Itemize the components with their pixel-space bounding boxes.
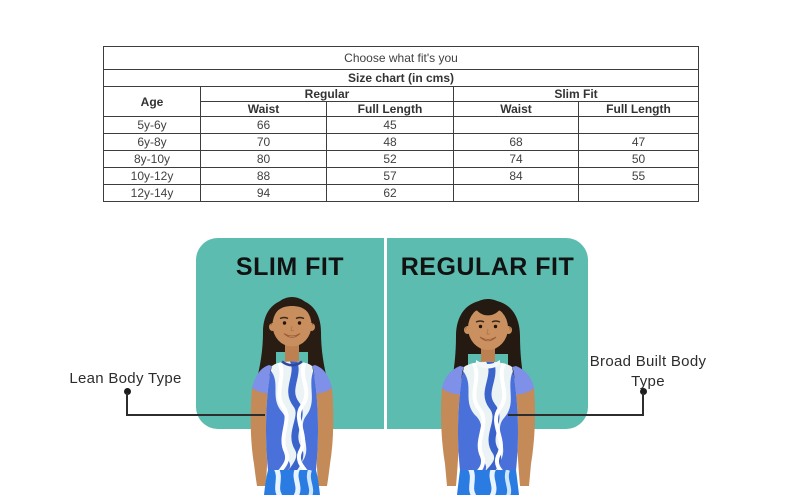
regular-length-cell: 62 (326, 184, 454, 202)
slim-length-cell (578, 116, 699, 134)
table-title: Choose what fit's you (103, 46, 699, 70)
table-group-header-row: Age Regular Slim Fit (103, 86, 699, 117)
regular-length-cell: 57 (326, 167, 454, 185)
regular-waist-cell: 94 (200, 184, 327, 202)
regular-group-header: Regular (200, 86, 454, 102)
slim-waist-cell (453, 184, 579, 202)
age-cell: 6y-8y (103, 133, 201, 151)
regular-length-cell: 48 (326, 133, 454, 151)
slim-full-length-header: Full Length (578, 101, 699, 117)
regular-waist-cell: 88 (200, 167, 327, 185)
lean-body-type-label: Lean Body Type (69, 370, 182, 387)
table-row: 6y-8y 70 48 68 47 (103, 133, 699, 151)
regular-waist-cell: 80 (200, 150, 327, 168)
table-row: 10y-12y 88 57 84 55 (103, 167, 699, 185)
regular-waist-cell: 70 (200, 133, 327, 151)
table-row: 5y-6y 66 45 (103, 116, 699, 134)
size-chart-table: Choose what fit's you Size chart (in cms… (103, 46, 699, 202)
regular-length-cell: 45 (326, 116, 454, 134)
slim-length-cell: 50 (578, 150, 699, 168)
slim-length-cell: 47 (578, 133, 699, 151)
slim-length-cell: 55 (578, 167, 699, 185)
age-cell: 10y-12y (103, 167, 201, 185)
lean-callout-line-vertical (126, 393, 128, 416)
regular-fit-title: REGULAR FIT (400, 253, 575, 281)
slim-waist-header: Waist (453, 101, 579, 117)
slim-waist-cell: 74 (453, 150, 579, 168)
age-column-header: Age (103, 86, 201, 117)
table-row: 8y-10y 80 52 74 50 (103, 150, 699, 168)
lean-callout-line-horizontal (126, 414, 265, 416)
age-cell: 8y-10y (103, 150, 201, 168)
regular-waist-header: Waist (200, 101, 327, 117)
table-subtitle: Size chart (in cms) (103, 69, 699, 87)
slim-waist-cell: 68 (453, 133, 579, 151)
age-cell: 5y-6y (103, 116, 201, 134)
broad-callout-line-vertical (642, 393, 644, 416)
regular-waist-cell: 66 (200, 116, 327, 134)
slim-waist-cell (453, 116, 579, 134)
table-title-row: Choose what fit's you (103, 46, 699, 70)
broad-callout-line-horizontal (508, 414, 644, 416)
slim-fit-title: SLIM FIT (235, 253, 345, 281)
regular-fit-girl-photo (441, 299, 535, 495)
card-divider (384, 238, 387, 429)
age-cell: 12y-14y (103, 184, 201, 202)
regular-length-cell: 52 (326, 150, 454, 168)
slim-waist-cell: 84 (453, 167, 579, 185)
table-row: 12y-14y 94 62 (103, 184, 699, 202)
slim-fit-group-header: Slim Fit (453, 86, 699, 102)
broad-body-type-label: Broad Built Body Type (589, 353, 707, 390)
lean-callout-dot (124, 388, 131, 395)
broad-callout-dot (640, 388, 647, 395)
slim-fit-girl-photo (250, 297, 334, 495)
regular-full-length-header: Full Length (326, 101, 454, 117)
slim-length-cell (578, 184, 699, 202)
table-subtitle-row: Size chart (in cms) (103, 69, 699, 87)
